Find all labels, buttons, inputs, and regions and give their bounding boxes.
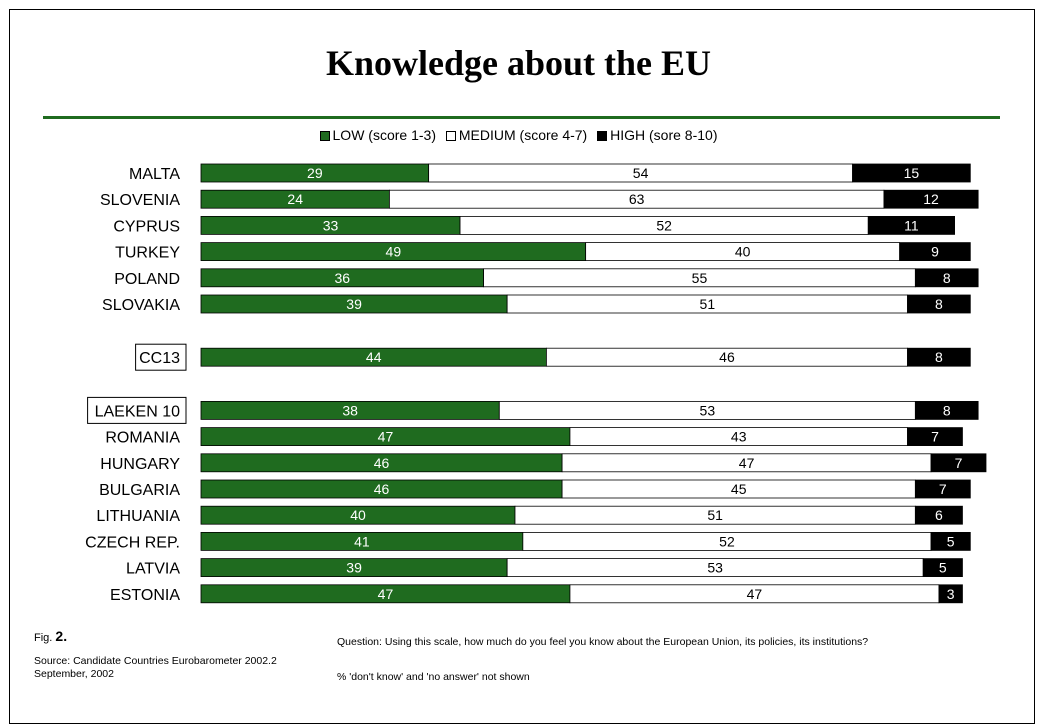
value-label-medium-poland: 55 [692,270,708,286]
bar-high-bulgaria [914,479,971,499]
value-label-low-slovakia: 39 [346,296,362,312]
row-label-lithuania: LITHUANIA [96,508,180,525]
value-label-low-poland: 36 [335,270,351,286]
legend-swatch-medium [445,131,456,141]
source-note: Source: Candidate Countries Eurobaromete… [34,655,277,681]
value-label-low-czech-rep: 41 [354,533,370,549]
value-label-medium-bulgaria: 45 [731,481,747,497]
bar-high-poland [914,268,979,288]
value-label-high-hungary: 7 [955,455,963,471]
value-label-high-bulgaria: 7 [939,481,947,497]
figure-label: Fig. 2. [34,628,67,644]
row-label-turkey: TURKEY [115,245,180,262]
value-label-high-turkey: 9 [931,244,939,260]
value-label-high-laeken-10: 8 [943,402,951,418]
bar-high-romania [907,427,963,447]
legend-item-high: HIGH (sore 8-10) [597,127,717,143]
chart-title: Knowledge about the EU [325,43,712,83]
bar-high-latvia [922,558,963,577]
bar-high-cyprus [867,215,955,235]
value-label-high-cc13: 8 [935,349,943,365]
row-label-hungary: HUNGARY [100,456,180,473]
row-label-cyprus: CYPRUS [113,218,180,235]
row-label-romania: ROMANIA [105,430,180,447]
value-label-medium-cyprus: 52 [656,217,672,233]
bar-high-turkey [899,242,971,262]
row-label-czech-rep: CZECH REP. [85,534,180,551]
value-label-high-cyprus: 11 [904,217,919,233]
value-label-low-latvia: 39 [346,560,362,576]
legend-item-medium: MEDIUM (score 4-7) [445,127,588,143]
value-label-low-lithuania: 40 [350,507,366,523]
value-label-medium-cc13: 46 [719,349,735,365]
value-label-high-latvia: 5 [939,560,947,576]
value-label-medium-slovenia: 63 [629,191,645,207]
value-label-high-poland: 8 [943,270,951,286]
row-label-slovenia: SLOVENIA [100,192,180,209]
slide-frame [9,9,1035,724]
footnote: % 'don't know' and 'no answer' not shown [337,671,530,683]
value-label-high-lithuania: 6 [935,507,943,523]
row-label-bulgaria: BULGARIA [99,482,180,499]
legend-label-medium: MEDIUM (score 4-7) [458,127,588,143]
value-label-low-bulgaria: 46 [374,481,390,497]
survey-question: Question: Using this scale, how much do … [337,636,869,648]
value-label-low-hungary: 46 [374,455,390,471]
value-label-medium-hungary: 47 [739,455,755,471]
value-label-medium-lithuania: 51 [707,507,723,523]
bar-high-cc13 [907,347,971,367]
chart-legend: LOW (score 1-3) MEDIUM (score 4-7) HIGH … [0,127,1037,143]
value-label-medium-estonia: 47 [747,586,763,602]
figure-number: 2. [55,628,68,644]
bar-high-slovakia [907,294,971,314]
value-label-high-czech-rep: 5 [947,533,955,549]
value-label-low-estonia: 47 [378,586,394,602]
row-label-malta: MALTA [129,166,180,183]
source-line-1: Source: Candidate Countries Eurobaromete… [34,655,277,667]
legend-label-low: LOW (score 1-3) [332,127,436,143]
row-label-laeken-10: LAEKEN 10 [95,403,180,420]
legend-label-high: HIGH (sore 8-10) [610,127,718,143]
value-label-medium-czech-rep: 52 [719,533,735,549]
figure-label-text: Fig. [34,632,53,644]
value-label-low-slovenia: 24 [287,191,303,207]
bar-high-czech-rep [930,532,971,551]
row-label-poland: POLAND [114,271,180,288]
bar-high-laeken-10 [914,400,979,420]
title-divider [43,116,1000,119]
row-label-latvia: LATVIA [126,561,180,578]
bar-high-malta [852,163,971,183]
legend-swatch-high [597,131,608,141]
value-label-low-cyprus: 33 [323,217,339,233]
row-label-box-laeken-10 [87,396,187,424]
value-label-low-malta: 29 [307,165,323,181]
value-label-low-romania: 47 [378,429,394,445]
value-label-medium-romania: 43 [731,429,747,445]
legend-swatch-low [319,131,330,141]
value-label-high-slovenia: 12 [923,191,939,207]
value-label-high-romania: 7 [931,429,939,445]
value-label-medium-laeken-10: 53 [700,402,716,418]
row-label-slovakia: SLOVAKIA [102,297,180,314]
value-label-high-estonia: 3 [947,586,955,602]
value-label-medium-turkey: 40 [735,244,751,260]
row-label-cc13: CC13 [139,350,180,367]
row-label-estonia: ESTONIA [110,587,180,604]
value-label-high-malta: 15 [904,165,920,181]
value-label-low-laeken-10: 38 [342,402,358,418]
value-label-low-cc13: 44 [366,349,382,365]
bar-high-lithuania [914,505,963,525]
source-line-2: September, 2002 [34,668,114,680]
bar-high-estonia [938,584,963,604]
value-label-medium-malta: 54 [633,165,649,181]
bar-high-hungary [930,453,987,473]
value-label-medium-latvia: 53 [707,560,723,576]
value-label-low-turkey: 49 [386,244,402,260]
bar-high-slovenia [883,189,979,209]
legend-item-low: LOW (score 1-3) [319,127,436,143]
value-label-medium-slovakia: 51 [700,296,716,312]
value-label-high-slovakia: 8 [935,296,943,312]
row-label-box-cc13 [135,343,187,371]
